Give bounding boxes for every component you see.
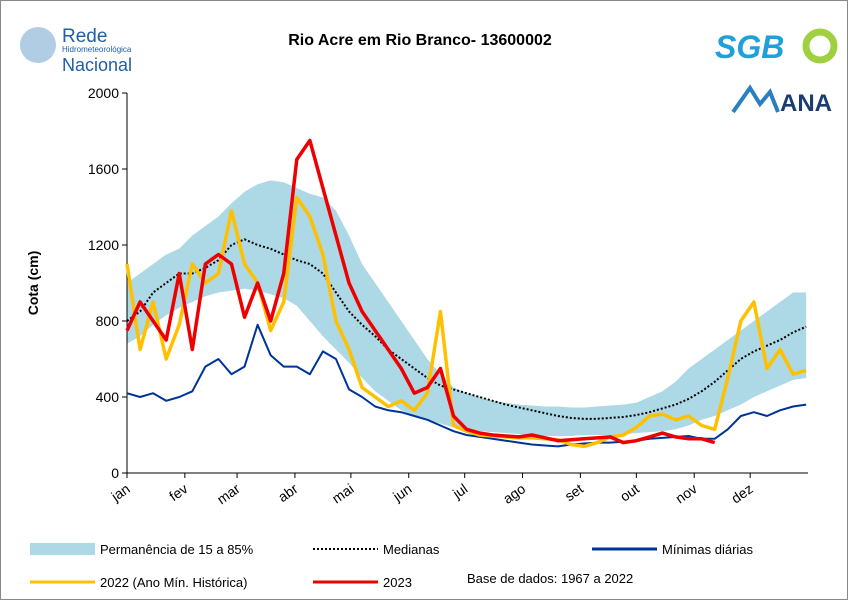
logo-text: Rede <box>62 26 107 47</box>
chart-title: Rio Acre em Rio Branco- 13600002 <box>288 32 552 49</box>
y-tick-label: 0 <box>111 465 119 481</box>
y-tick-label: 1200 <box>88 237 119 253</box>
legend-swatch <box>30 543 95 555</box>
y-tick-label: 400 <box>96 389 120 405</box>
ana-logo: ANA <box>780 90 832 117</box>
legend-label: Permanência de 15 a 85% <box>100 542 254 557</box>
y-tick-label: 2000 <box>88 85 119 101</box>
series-line <box>125 138 716 445</box>
rede-logo: Rede Hidrometeorológica Nacional <box>20 26 132 75</box>
legend-label: 2023 <box>383 575 412 590</box>
y-axis-label: Cota (cm) <box>25 251 41 316</box>
legend-label: Medianas <box>383 542 440 557</box>
series-line <box>126 323 807 448</box>
logo-text: Nacional <box>62 55 132 75</box>
series-line <box>125 195 807 449</box>
sgb-logo: SGB <box>715 29 784 65</box>
series-line <box>126 238 807 420</box>
y-tick-label: 800 <box>96 313 120 329</box>
band-area <box>127 180 807 436</box>
logo-text: Hidrometeorológica <box>62 45 132 54</box>
legend-label: 2022 (Ano Mín. Histórica) <box>100 575 247 590</box>
y-tick-label: 1600 <box>88 161 119 177</box>
sgb-mark <box>802 28 838 64</box>
legend-label: Mínimas diárias <box>662 542 754 557</box>
ana-mark <box>731 84 780 114</box>
note: Base de dados: 1967 a 2022 <box>467 571 633 586</box>
